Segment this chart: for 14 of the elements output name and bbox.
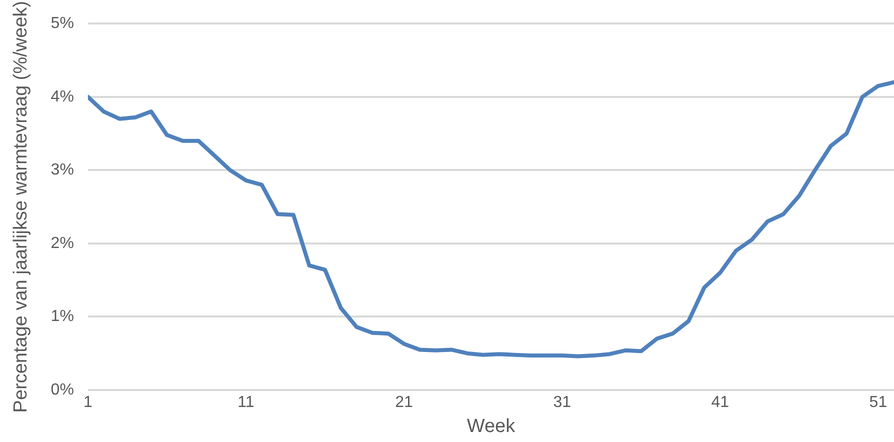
y-tick-label: 0% <box>50 381 74 398</box>
y-tick-label: 3% <box>50 162 74 179</box>
x-tick-label: 11 <box>238 394 254 412</box>
x-tick-label: 1 <box>83 394 92 412</box>
x-tick-label: 51 <box>869 394 888 412</box>
x-tick-label: 41 <box>711 394 730 412</box>
y-axis-title: Percentage van jaarlijkse warmtevraag (%/week) <box>10 0 32 413</box>
x-tick-label: 31 <box>553 394 572 412</box>
x-axis-title: Week <box>466 416 516 437</box>
y-tick-label: 2% <box>50 234 74 252</box>
x-tick-label: 21 <box>395 394 414 412</box>
y-tick-label: 5% <box>50 15 74 32</box>
y-tick-label: 1% <box>50 308 74 326</box>
y-tick-label: 4% <box>50 88 74 106</box>
